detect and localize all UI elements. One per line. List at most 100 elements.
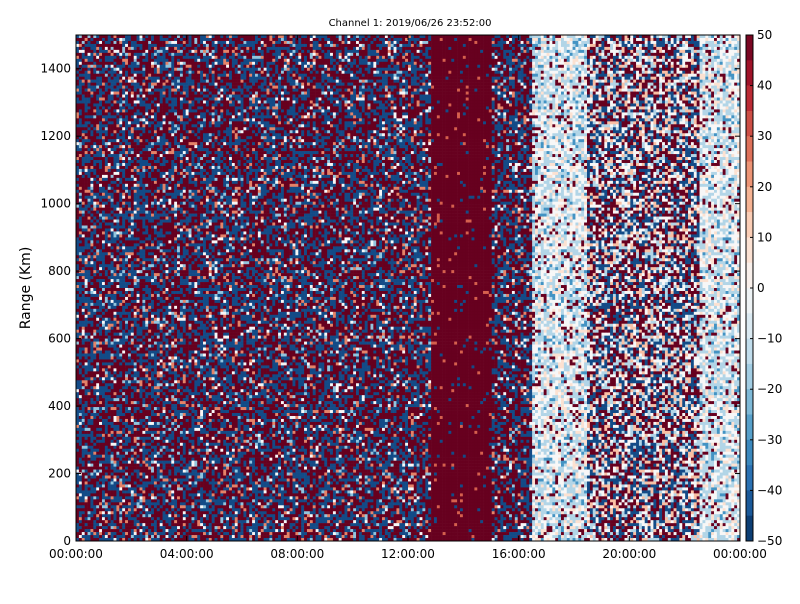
heatmap-cell	[108, 124, 111, 127]
heatmap-cell	[108, 228, 111, 231]
heatmap-cell	[102, 151, 105, 154]
heatmap-cell	[96, 478, 99, 481]
heatmap-cell	[119, 190, 122, 193]
heatmap-cell	[114, 83, 117, 86]
heatmap-cell	[122, 336, 125, 339]
heatmap-cell	[85, 377, 88, 380]
heatmap-cell	[131, 398, 134, 401]
heatmap-cell	[125, 395, 128, 398]
heatmap-cell	[134, 291, 137, 294]
heatmap-cell	[88, 416, 91, 419]
heatmap-cell	[137, 83, 140, 86]
heatmap-cell	[85, 106, 88, 109]
heatmap-cell	[85, 449, 88, 452]
heatmap-cell	[82, 449, 85, 452]
heatmap-cell	[128, 464, 131, 467]
heatmap-cell	[119, 413, 122, 416]
heatmap-cell	[116, 193, 119, 196]
heatmap-cell	[122, 231, 125, 234]
heatmap-cell	[119, 59, 122, 62]
heatmap-cell	[134, 130, 137, 133]
heatmap-cell	[82, 228, 85, 231]
heatmap-cell	[85, 100, 88, 103]
heatmap-cell	[134, 318, 137, 321]
heatmap-cell	[96, 383, 99, 386]
heatmap-cell	[134, 294, 137, 297]
heatmap-cell	[137, 178, 140, 181]
heatmap-cell	[116, 413, 119, 416]
heatmap-cell	[102, 514, 105, 517]
heatmap-cell	[119, 252, 122, 255]
heatmap-cell	[99, 413, 102, 416]
heatmap-cell	[128, 333, 131, 336]
heatmap-cell	[128, 499, 131, 502]
heatmap-cell	[102, 157, 105, 160]
heatmap-cell	[111, 365, 114, 368]
heatmap-cell	[131, 532, 134, 535]
heatmap-cell	[96, 407, 99, 410]
heatmap-cell	[122, 300, 125, 303]
heatmap-cell	[137, 294, 140, 297]
heatmap-cell	[102, 452, 105, 455]
heatmap-cell	[82, 252, 85, 255]
heatmap-cell	[134, 65, 137, 68]
heatmap-cell	[96, 178, 99, 181]
heatmap-cell	[102, 327, 105, 330]
heatmap-cell	[105, 353, 108, 356]
heatmap-cell	[82, 365, 85, 368]
heatmap-cell	[90, 395, 93, 398]
heatmap-cell	[122, 240, 125, 243]
heatmap-cell	[122, 351, 125, 354]
heatmap-cell	[79, 193, 82, 196]
heatmap-cell	[102, 106, 105, 109]
heatmap-cell	[79, 47, 82, 50]
heatmap-cell	[79, 467, 82, 470]
heatmap-cell	[116, 464, 119, 467]
heatmap-cell	[96, 496, 99, 499]
heatmap-cell	[85, 345, 88, 348]
heatmap-cell	[134, 371, 137, 374]
heatmap-cell	[111, 446, 114, 449]
heatmap-cell	[102, 377, 105, 380]
heatmap-cell	[82, 455, 85, 458]
heatmap-cell	[105, 71, 108, 74]
heatmap-cell	[85, 261, 88, 264]
heatmap-cell	[128, 228, 131, 231]
heatmap-cell	[128, 279, 131, 282]
heatmap-cell	[122, 103, 125, 106]
heatmap-cell	[85, 467, 88, 470]
heatmap-cell	[96, 246, 99, 249]
heatmap-cell	[99, 258, 102, 261]
heatmap-cell	[93, 443, 96, 446]
heatmap-cell	[79, 100, 82, 103]
heatmap-cell	[85, 148, 88, 151]
heatmap-cell	[90, 77, 93, 80]
heatmap-cell	[96, 95, 99, 98]
heatmap-cell	[119, 166, 122, 169]
heatmap-cell	[134, 321, 137, 324]
heatmap-cell	[88, 65, 91, 68]
heatmap-cell	[85, 175, 88, 178]
heatmap-cell	[119, 106, 122, 109]
heatmap-cell	[134, 523, 137, 526]
heatmap-cell	[137, 270, 140, 273]
heatmap-cell	[116, 309, 119, 312]
heatmap-cell	[119, 199, 122, 202]
heatmap-cell	[88, 121, 91, 124]
heatmap-cell	[96, 288, 99, 291]
heatmap-cell	[134, 297, 137, 300]
heatmap-cell	[122, 517, 125, 520]
heatmap-cell	[99, 401, 102, 404]
heatmap-cell	[134, 181, 137, 184]
heatmap-cell	[82, 333, 85, 336]
heatmap-cell	[90, 297, 93, 300]
heatmap-cell	[93, 270, 96, 273]
heatmap-cell	[125, 386, 128, 389]
heatmap-cell	[93, 470, 96, 473]
heatmap-cell	[96, 130, 99, 133]
heatmap-cell	[134, 77, 137, 80]
heatmap-cell	[131, 315, 134, 318]
heatmap-cell	[102, 455, 105, 458]
heatmap-cell	[105, 184, 108, 187]
heatmap-cell	[88, 136, 91, 139]
